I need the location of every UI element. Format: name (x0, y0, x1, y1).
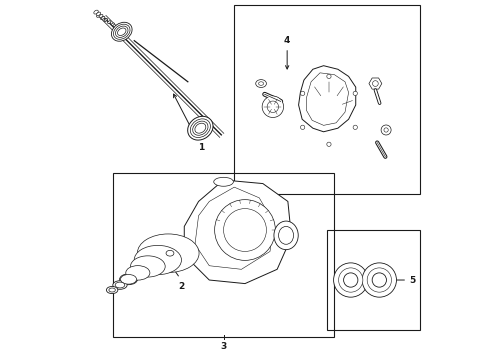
Ellipse shape (130, 256, 165, 277)
Text: 1: 1 (198, 143, 204, 152)
Ellipse shape (279, 226, 294, 244)
Ellipse shape (104, 19, 107, 21)
Circle shape (372, 81, 378, 86)
Ellipse shape (118, 28, 126, 36)
Ellipse shape (171, 247, 188, 260)
PathPatch shape (306, 73, 348, 125)
Ellipse shape (99, 14, 103, 18)
Circle shape (381, 125, 391, 135)
Text: 4: 4 (284, 36, 291, 45)
Circle shape (353, 91, 357, 95)
Bar (113, 173, 334, 337)
Ellipse shape (104, 18, 107, 22)
Circle shape (327, 74, 331, 78)
Ellipse shape (151, 243, 185, 264)
Ellipse shape (106, 287, 118, 294)
Ellipse shape (126, 266, 150, 280)
Ellipse shape (259, 82, 264, 85)
PathPatch shape (298, 66, 356, 132)
Text: 3: 3 (220, 342, 227, 351)
Ellipse shape (193, 121, 208, 135)
Ellipse shape (143, 251, 173, 269)
Circle shape (327, 142, 331, 147)
Ellipse shape (97, 12, 100, 16)
Ellipse shape (137, 234, 199, 273)
Circle shape (372, 273, 387, 287)
Ellipse shape (111, 23, 114, 26)
Circle shape (339, 268, 363, 292)
Bar (234, 5, 420, 194)
Circle shape (343, 273, 358, 287)
PathPatch shape (184, 180, 292, 284)
Ellipse shape (108, 21, 111, 23)
Text: 2: 2 (178, 282, 185, 291)
Ellipse shape (115, 282, 125, 288)
Circle shape (300, 91, 305, 95)
Circle shape (362, 263, 396, 297)
Ellipse shape (120, 274, 138, 285)
Ellipse shape (109, 288, 115, 292)
Ellipse shape (94, 10, 98, 14)
Text: 5: 5 (409, 275, 416, 284)
Circle shape (262, 96, 284, 117)
Ellipse shape (190, 119, 210, 138)
Ellipse shape (135, 258, 161, 274)
Circle shape (334, 263, 368, 297)
Ellipse shape (97, 14, 100, 17)
Circle shape (215, 200, 275, 260)
Ellipse shape (166, 250, 174, 256)
Ellipse shape (214, 177, 233, 186)
Circle shape (353, 125, 357, 130)
Ellipse shape (256, 80, 267, 87)
Bar (327, 230, 420, 330)
Ellipse shape (115, 25, 118, 28)
Ellipse shape (114, 24, 130, 39)
Circle shape (223, 208, 267, 251)
Ellipse shape (195, 123, 206, 133)
Ellipse shape (121, 274, 137, 284)
Ellipse shape (166, 243, 192, 263)
Ellipse shape (111, 22, 132, 41)
Ellipse shape (113, 281, 127, 289)
Ellipse shape (116, 26, 128, 37)
Ellipse shape (100, 16, 104, 19)
Circle shape (367, 268, 392, 292)
Circle shape (300, 125, 305, 130)
Ellipse shape (274, 221, 298, 249)
Circle shape (267, 101, 279, 112)
Ellipse shape (127, 266, 148, 279)
Ellipse shape (101, 17, 105, 19)
Ellipse shape (134, 246, 181, 275)
Ellipse shape (188, 116, 213, 140)
Circle shape (384, 128, 388, 132)
